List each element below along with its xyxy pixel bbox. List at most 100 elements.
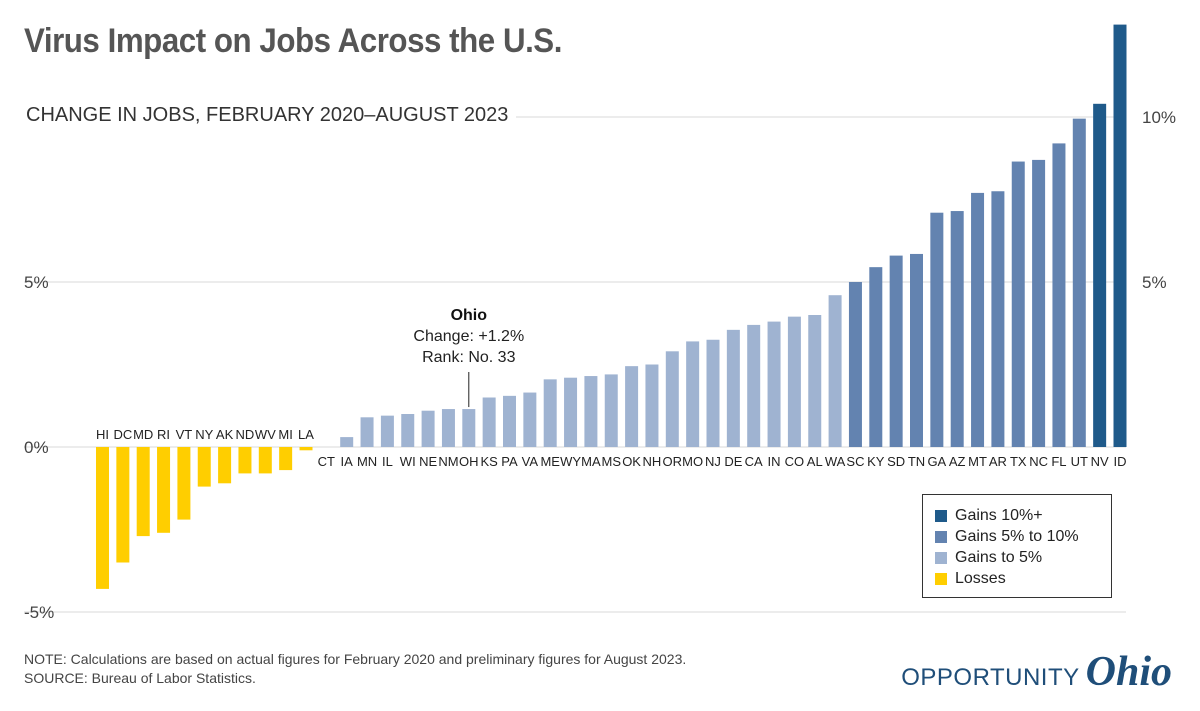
category-label: TN	[908, 454, 925, 469]
category-label: TX	[1010, 454, 1027, 469]
category-label: MI	[278, 427, 292, 442]
legend-label: Gains to 5%	[955, 548, 1043, 566]
legend-item: Gains to 5%	[935, 547, 1111, 568]
category-label: NH	[643, 454, 662, 469]
logo-script: Ohio	[1085, 649, 1172, 695]
bar	[686, 341, 700, 447]
category-label: ME	[540, 454, 560, 469]
bar	[564, 377, 578, 447]
y-tick-label: 5%	[24, 273, 49, 292]
bar	[177, 447, 191, 520]
legend-label: Gains 5% to 10%	[955, 527, 1079, 545]
category-label: OK	[622, 454, 641, 469]
category-label: MS	[602, 454, 622, 469]
legend-item: Gains 5% to 10%	[935, 526, 1111, 547]
category-label: KS	[480, 454, 498, 469]
category-label: MD	[133, 427, 153, 442]
chart-subtitle: CHANGE IN JOBS, FEBRUARY 2020–AUGUST 202…	[26, 104, 509, 126]
category-label: NJ	[705, 454, 721, 469]
footnote: NOTE: Calculations are based on actual f…	[24, 650, 686, 688]
y-tick-label: 5%	[1142, 273, 1167, 292]
y-tick-label: -5%	[24, 603, 54, 622]
legend: Gains 10%+ Gains 5% to 10% Gains to 5% L…	[922, 494, 1112, 598]
bar	[604, 374, 618, 447]
bar	[441, 409, 455, 447]
bar	[828, 295, 842, 447]
category-label: AK	[216, 427, 234, 442]
category-label: MA	[581, 454, 601, 469]
bar	[1093, 103, 1107, 448]
bar	[889, 255, 903, 447]
category-label: NE	[419, 454, 437, 469]
bar	[747, 324, 761, 447]
category-label: IA	[341, 454, 354, 469]
category-label: HI	[96, 427, 109, 442]
bar	[808, 315, 822, 447]
bar	[706, 339, 720, 447]
legend-item: Gains 10%+	[935, 505, 1111, 526]
category-label: WA	[825, 454, 846, 469]
category-label: AZ	[949, 454, 966, 469]
bar	[258, 447, 272, 474]
chart-title: Virus Impact on Jobs Across the U.S.	[24, 22, 562, 60]
bar	[116, 447, 130, 563]
category-label: CO	[785, 454, 805, 469]
category-label: DE	[724, 454, 742, 469]
bar	[625, 366, 639, 447]
bar	[1113, 24, 1127, 447]
bar	[503, 395, 516, 447]
category-label: RI	[157, 427, 170, 442]
note-text: NOTE: Calculations are based on actual f…	[24, 651, 687, 667]
logo: OPPORTUNITY Ohio	[901, 648, 1172, 696]
bar	[340, 437, 354, 447]
category-label: ID	[1114, 454, 1127, 469]
category-label: CT	[318, 454, 335, 469]
category-label: NY	[195, 427, 213, 442]
category-label: DC	[113, 427, 132, 442]
category-label: FL	[1051, 454, 1066, 469]
bar	[1052, 143, 1066, 447]
bar	[665, 351, 679, 447]
bar	[197, 447, 211, 487]
category-label: VA	[522, 454, 539, 469]
category-label: WY	[560, 454, 581, 469]
category-label: IN	[768, 454, 781, 469]
bar	[645, 364, 659, 447]
bar	[950, 211, 964, 447]
category-label: NV	[1091, 454, 1109, 469]
legend-swatch	[935, 530, 947, 543]
bar	[910, 253, 923, 447]
category-label: GA	[927, 454, 946, 469]
bar	[299, 447, 313, 451]
category-label: AL	[807, 454, 823, 469]
category-label: WI	[400, 454, 416, 469]
category-label: MO	[682, 454, 703, 469]
bar	[971, 192, 985, 447]
bar	[96, 447, 109, 589]
bar	[279, 447, 293, 471]
category-label: MN	[357, 454, 377, 469]
bar	[462, 409, 476, 447]
legend-swatch	[935, 509, 947, 522]
bar	[1072, 118, 1086, 448]
bar	[238, 447, 252, 474]
category-label: SC	[846, 454, 864, 469]
bar	[482, 397, 496, 447]
category-label: OR	[663, 454, 683, 469]
annotation-change: Change: +1.2%	[413, 328, 524, 345]
bar	[360, 417, 374, 447]
bar	[401, 414, 415, 447]
category-label: PA	[501, 454, 518, 469]
bar	[1011, 161, 1025, 448]
category-label: SD	[887, 454, 905, 469]
category-label: KY	[867, 454, 885, 469]
legend-item: Losses	[935, 568, 1111, 589]
source-text: SOURCE: Bureau of Labor Statistics.	[24, 670, 256, 686]
bar	[930, 212, 944, 447]
bar	[1032, 159, 1046, 447]
category-label: VT	[176, 427, 193, 442]
legend-label: Losses	[955, 569, 1006, 587]
category-label: AR	[989, 454, 1007, 469]
y-tick-label: 0%	[24, 438, 49, 457]
legend-label: Gains 10%+	[955, 506, 1043, 524]
